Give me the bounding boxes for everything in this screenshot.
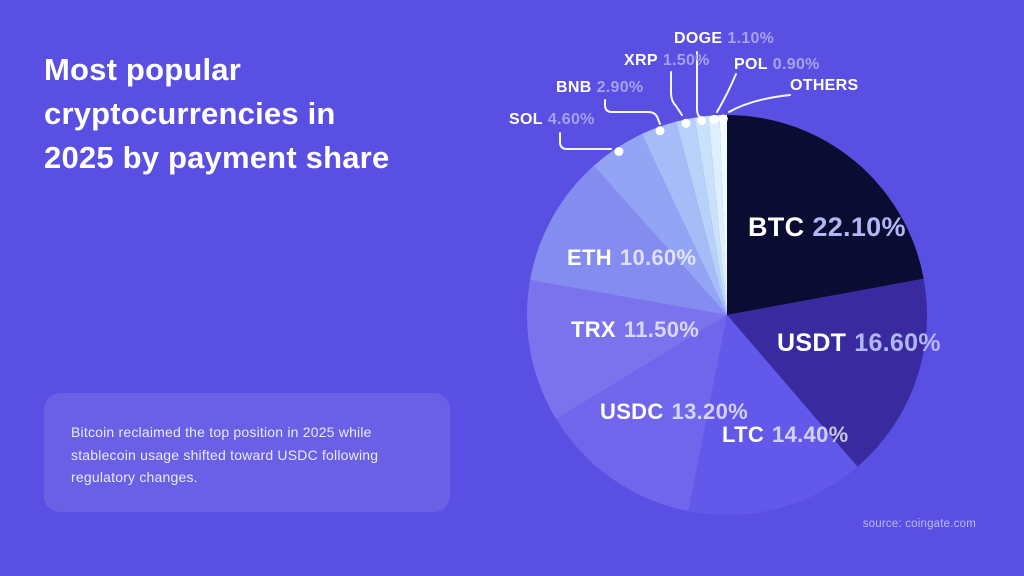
leader-dot-pol bbox=[709, 114, 719, 124]
leader-dot-sol bbox=[614, 147, 624, 156]
pie-label-xrp: XRP 1.50% bbox=[624, 52, 710, 70]
pie-label-sol: SOL 4.60% bbox=[509, 111, 595, 129]
coin-percent-doge: 1.10% bbox=[727, 30, 775, 47]
leader-dot-bnb bbox=[655, 126, 665, 136]
pie-slice-sol bbox=[593, 134, 727, 315]
coin-name-usdc: USDC bbox=[600, 399, 664, 424]
coin-percent-btc: 22.10% bbox=[812, 212, 906, 242]
coin-name-ltc: LTC bbox=[722, 422, 765, 447]
leader-line-bnb bbox=[604, 99, 661, 125]
pie-label-bnb: BNB 2.90% bbox=[556, 79, 643, 97]
pie-slice-btc bbox=[727, 115, 924, 315]
coin-percent-pol: 0.90% bbox=[772, 56, 820, 73]
page-title-line-1: Most popular bbox=[44, 52, 241, 87]
note-text: Bitcoin reclaimed the top position in 20… bbox=[71, 424, 379, 485]
source-text: source: coingate.com bbox=[862, 518, 976, 530]
pie-label-usdt: USDT 16.60% bbox=[777, 329, 941, 358]
coin-percent-bnb: 2.90% bbox=[596, 79, 644, 96]
pie-label-trx: TRX 11.50% bbox=[571, 317, 699, 343]
coin-name-btc: BTC bbox=[748, 212, 805, 242]
coin-name-bnb: BNB bbox=[556, 79, 592, 96]
pie-label-ltc: LTC 14.40% bbox=[722, 422, 848, 448]
coin-name-pol: POL bbox=[734, 56, 768, 73]
coin-percent-trx: 11.50% bbox=[623, 317, 700, 342]
page-title: Most popular cryptocurrencies in 2025 by… bbox=[44, 48, 474, 180]
page-title-line-3: 2025 by payment share bbox=[44, 140, 390, 175]
leader-line-xrp bbox=[670, 71, 683, 116]
coin-percent-ltc: 14.40% bbox=[772, 422, 849, 447]
note-box: Bitcoin reclaimed the top position in 20… bbox=[44, 393, 450, 512]
pie-slice-ltc bbox=[688, 315, 858, 515]
pie-slice-eth bbox=[530, 165, 727, 315]
pie-label-eth: ETH 10.60% bbox=[567, 245, 696, 271]
page-title-line-2: cryptocurrencies in bbox=[44, 96, 336, 131]
pie-slice-xrp bbox=[676, 117, 727, 315]
pie-slice-bnb bbox=[641, 121, 727, 315]
pie-slice-trx bbox=[526, 280, 727, 419]
leader-line-others bbox=[728, 94, 791, 113]
coin-percent-sol: 4.60% bbox=[547, 111, 595, 128]
pie-slice-pol bbox=[708, 115, 727, 315]
leader-line-pol bbox=[716, 73, 737, 113]
pie-label-btc: BTC 22.10% bbox=[748, 212, 906, 243]
pie-label-doge: DOGE 1.10% bbox=[674, 30, 774, 48]
coin-percent-xrp: 1.50% bbox=[662, 52, 710, 69]
leader-dot-xrp bbox=[681, 118, 691, 128]
pie-label-usdc: USDC 13.20% bbox=[600, 399, 748, 425]
leader-line-sol bbox=[559, 132, 612, 150]
leader-line-doge bbox=[696, 51, 701, 118]
coin-percent-usdc: 13.20% bbox=[671, 399, 748, 424]
coin-percent-usdt: 16.60% bbox=[854, 329, 941, 357]
coin-name-xrp: XRP bbox=[624, 52, 658, 69]
coin-name-others: OTHERS bbox=[790, 77, 859, 94]
pie-slice-doge bbox=[694, 115, 727, 316]
coin-name-doge: DOGE bbox=[674, 30, 723, 47]
coin-name-trx: TRX bbox=[571, 317, 616, 342]
coin-name-eth: ETH bbox=[567, 245, 612, 270]
pie-slices bbox=[526, 114, 928, 515]
leader-dot-others bbox=[718, 114, 728, 124]
pie-label-pol: POL 0.90% bbox=[734, 56, 820, 74]
pie-label-others: OTHERS bbox=[790, 77, 863, 95]
coin-name-sol: SOL bbox=[509, 111, 543, 128]
pie-slice-usdc bbox=[556, 315, 727, 512]
pie-slice-others bbox=[719, 114, 727, 315]
pie-slice-usdt bbox=[727, 278, 928, 467]
leader-dot-doge bbox=[697, 116, 707, 126]
leader-lines bbox=[559, 51, 791, 156]
coin-name-usdt: USDT bbox=[777, 329, 847, 357]
coin-percent-eth: 10.60% bbox=[619, 245, 697, 270]
